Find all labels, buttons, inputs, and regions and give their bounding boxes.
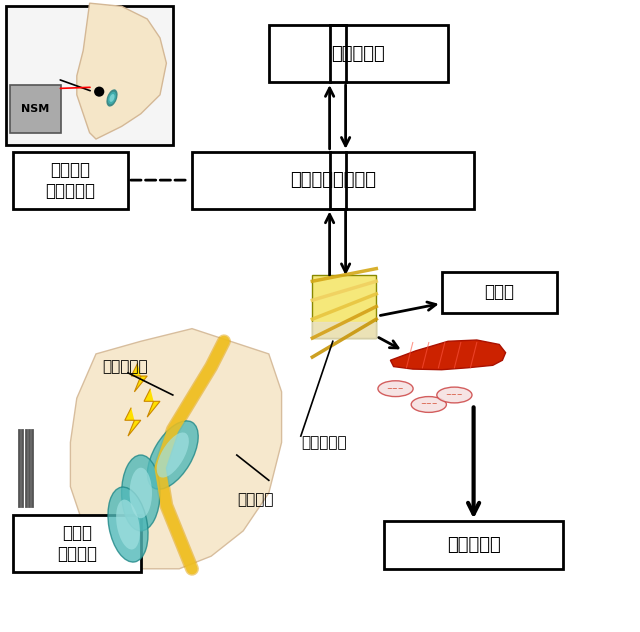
Text: 射精の遅延: 射精の遅延 — [447, 536, 500, 554]
FancyBboxPatch shape — [10, 85, 61, 133]
Text: 交感神経
ニューロン: 交感神経 ニューロン — [45, 161, 95, 200]
Text: 会陰筋: 会陰筋 — [484, 283, 514, 301]
Circle shape — [94, 87, 104, 97]
Ellipse shape — [130, 468, 152, 518]
Text: 仙骨副交感神経幹: 仙骨副交感神経幹 — [290, 171, 376, 189]
FancyBboxPatch shape — [13, 152, 128, 209]
PathPatch shape — [125, 408, 141, 436]
PathPatch shape — [390, 340, 506, 370]
Text: 仙骨神経叢: 仙骨神経叢 — [301, 435, 346, 450]
Ellipse shape — [108, 487, 148, 562]
FancyBboxPatch shape — [13, 515, 141, 572]
Ellipse shape — [122, 455, 160, 531]
FancyBboxPatch shape — [192, 152, 474, 209]
Ellipse shape — [147, 421, 198, 489]
Ellipse shape — [108, 92, 116, 104]
Text: 深腓骨
神経刺激: 深腓骨 神経刺激 — [57, 524, 97, 563]
PathPatch shape — [144, 389, 160, 417]
Ellipse shape — [116, 499, 140, 550]
FancyBboxPatch shape — [6, 6, 173, 145]
Ellipse shape — [436, 387, 472, 403]
FancyBboxPatch shape — [384, 521, 563, 569]
Ellipse shape — [378, 380, 413, 397]
Ellipse shape — [412, 397, 447, 413]
Text: NSM: NSM — [21, 104, 49, 114]
Ellipse shape — [109, 94, 115, 102]
Text: ~~~: ~~~ — [420, 401, 438, 408]
Ellipse shape — [157, 432, 189, 478]
FancyBboxPatch shape — [442, 272, 557, 313]
Ellipse shape — [106, 89, 118, 107]
Text: 深腓骨神経: 深腓骨神経 — [102, 359, 148, 374]
PathPatch shape — [77, 3, 166, 139]
FancyBboxPatch shape — [312, 275, 376, 338]
PathPatch shape — [70, 329, 282, 569]
Text: ~~~: ~~~ — [445, 392, 463, 398]
PathPatch shape — [131, 363, 147, 392]
Text: 中枢神経系: 中枢神経系 — [332, 45, 385, 63]
Text: 腓骨神経: 腓骨神経 — [237, 492, 273, 507]
FancyBboxPatch shape — [269, 25, 448, 82]
Text: ~~~: ~~~ — [387, 386, 404, 392]
